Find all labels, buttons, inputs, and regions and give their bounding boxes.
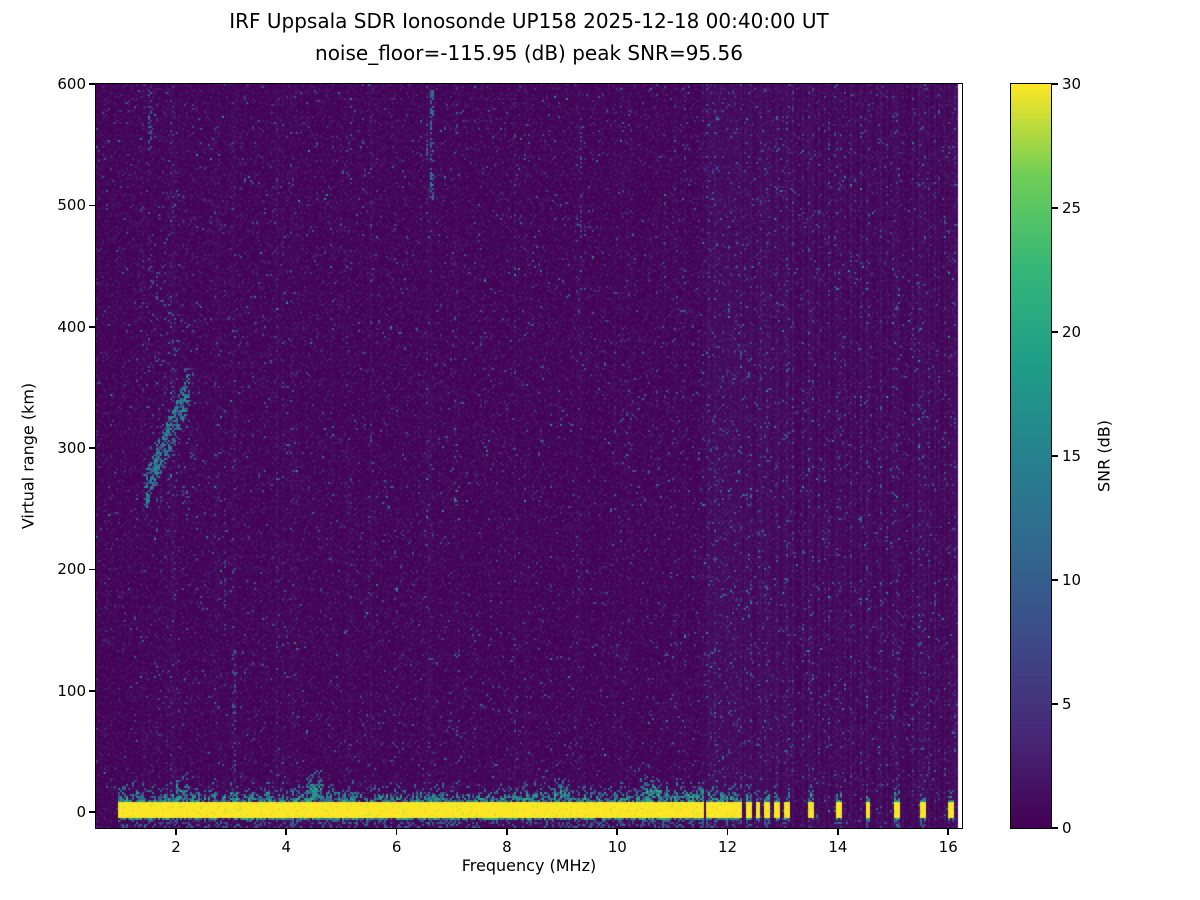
colorbar-tick-label: 5 bbox=[1062, 695, 1072, 713]
colorbar-tick-label: 20 bbox=[1062, 323, 1082, 341]
colorbar-tick-label: 25 bbox=[1062, 199, 1082, 217]
x-tick-mark bbox=[947, 829, 949, 835]
x-tick-mark bbox=[285, 829, 288, 835]
y-tick-label: 100 bbox=[57, 681, 86, 700]
y-tick-mark bbox=[89, 447, 95, 449]
colorbar-tick-mark bbox=[1052, 827, 1058, 829]
chart-title: IRF Uppsala SDR Ionosonde UP158 2025-12-… bbox=[229, 9, 829, 33]
chart-subtitle: noise_floor=-115.95 (dB) peak SNR=95.56 bbox=[315, 41, 743, 65]
colorbar-tick-label: 10 bbox=[1062, 571, 1082, 589]
y-tick-mark bbox=[89, 204, 95, 207]
colorbar-tick-mark bbox=[1052, 579, 1058, 581]
y-tick-mark bbox=[89, 690, 95, 692]
colorbar-gradient bbox=[1011, 84, 1051, 828]
y-tick-label: 500 bbox=[57, 196, 86, 215]
y-tick-mark bbox=[89, 325, 95, 328]
x-tick-label: 6 bbox=[391, 838, 402, 856]
plot-area bbox=[95, 83, 963, 829]
x-tick-mark bbox=[837, 829, 839, 835]
colorbar-tick-label: 30 bbox=[1062, 75, 1082, 93]
colorbar-tick-label: 15 bbox=[1062, 447, 1082, 465]
x-tick-mark bbox=[726, 829, 729, 835]
y-tick-label: 300 bbox=[57, 439, 86, 458]
colorbar-tick-label: 0 bbox=[1062, 819, 1072, 837]
ionogram-heatmap bbox=[96, 84, 962, 828]
x-tick-label: 10 bbox=[607, 838, 627, 856]
x-tick-label: 8 bbox=[502, 838, 512, 856]
x-tick-label: 16 bbox=[938, 838, 958, 856]
colorbar-tick-mark bbox=[1052, 207, 1058, 209]
x-axis-label: Frequency (MHz) bbox=[461, 856, 597, 875]
y-tick-label: 600 bbox=[57, 75, 86, 93]
colorbar-tick-mark bbox=[1052, 83, 1058, 85]
y-tick-label: 200 bbox=[57, 560, 86, 579]
y-tick-label: 0 bbox=[76, 803, 86, 822]
colorbar-tick-mark bbox=[1052, 331, 1058, 333]
y-tick-label: 400 bbox=[57, 317, 86, 336]
x-tick-mark bbox=[175, 829, 177, 835]
colorbar-tick-mark bbox=[1052, 703, 1058, 705]
x-tick-label: 14 bbox=[828, 838, 848, 856]
colorbar bbox=[1010, 83, 1052, 829]
x-tick-mark bbox=[616, 829, 619, 835]
y-tick-mark bbox=[89, 83, 95, 85]
x-tick-label: 12 bbox=[718, 838, 738, 856]
y-tick-mark bbox=[89, 568, 95, 571]
x-tick-mark bbox=[506, 829, 508, 835]
x-tick-label: 2 bbox=[171, 838, 181, 856]
y-axis-label: Virtual range (km) bbox=[18, 382, 38, 530]
x-tick-label: 4 bbox=[281, 838, 292, 856]
y-tick-mark bbox=[89, 811, 95, 814]
colorbar-tick-mark bbox=[1052, 455, 1058, 457]
x-tick-mark bbox=[395, 829, 398, 835]
